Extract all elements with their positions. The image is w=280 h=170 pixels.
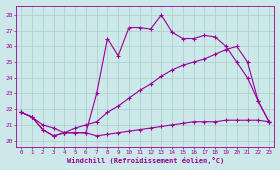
X-axis label: Windchill (Refroidissement éolien,°C): Windchill (Refroidissement éolien,°C) <box>67 157 224 164</box>
